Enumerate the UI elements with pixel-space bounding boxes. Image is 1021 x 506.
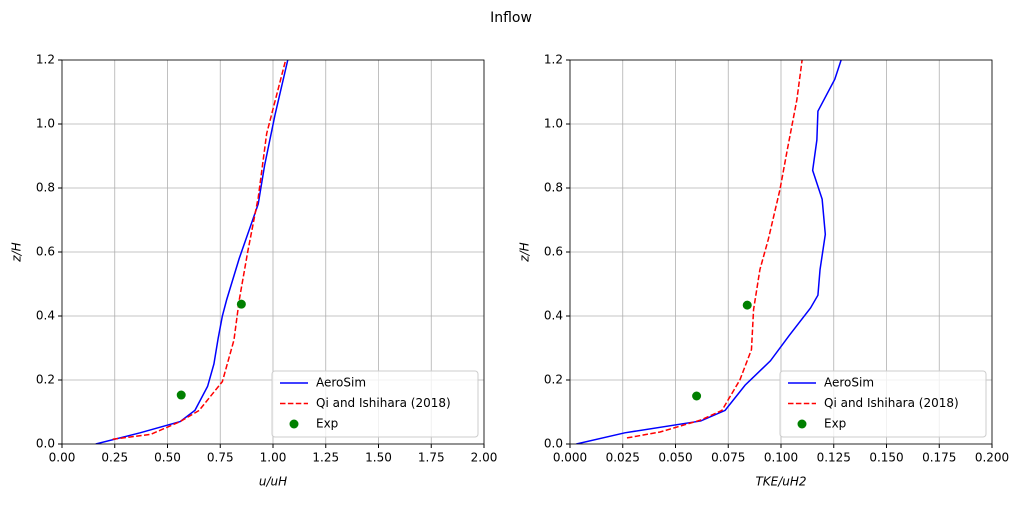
data-point [236, 299, 246, 309]
data-point [742, 300, 752, 310]
y-tick-label: 0.4 [36, 309, 55, 323]
y-tick-label: 0.0 [36, 437, 55, 451]
x-tick-label: 0.175 [922, 451, 956, 465]
y-tick-label: 0.8 [544, 181, 563, 195]
x-tick-label: 0.100 [764, 451, 798, 465]
y-tick-label: 0.4 [544, 309, 563, 323]
series-line [626, 60, 803, 439]
y-tick-label: 0.0 [544, 437, 563, 451]
y-tick-label: 0.6 [544, 245, 563, 259]
axes-frame [61, 59, 485, 445]
y-axis-label: z/H [518, 242, 532, 262]
x-tick-label: 0.075 [711, 451, 745, 465]
x-tick-label: 0.50 [154, 451, 181, 465]
y-tick-label: 0.2 [544, 373, 563, 387]
x-tick-label: 0.00 [49, 451, 76, 465]
legend-label: Qi and Ishihara (2018) [824, 396, 959, 410]
x-tick-label: 1.00 [260, 451, 287, 465]
legend: AeroSim Qi and Ishihara (2018) Exp [779, 370, 987, 438]
x-tick-label: 0.050 [658, 451, 692, 465]
y-tick-label: 1.0 [36, 117, 55, 131]
y-tick-label: 1.2 [36, 53, 55, 67]
figure-title: Inflow [490, 10, 532, 26]
axes: 0.00 0.25 0.50 0.75 1.00 1.25 1.50 1.75 2.00 0.0 0… [10, 53, 498, 489]
x-tick-label: 0.000 [553, 451, 587, 465]
plot-area [95, 60, 289, 444]
x-tick-label: 1.50 [365, 451, 392, 465]
x-axis-label: u/uH [259, 475, 287, 489]
legend-label: Qi and Ishihara (2018) [316, 396, 451, 410]
axes-frame [569, 59, 993, 445]
y-tick-label: 1.2 [544, 53, 563, 67]
x-tick-label: 0.25 [101, 451, 128, 465]
x-tick-label: 1.75 [418, 451, 445, 465]
x-tick-label: 1.25 [312, 451, 339, 465]
x-tick-label: 0.75 [207, 451, 234, 465]
x-tick-label: 0.150 [869, 451, 903, 465]
y-axis-label: z/H [10, 242, 24, 262]
legend-box [271, 370, 479, 438]
y-tick-label: 0.2 [36, 373, 55, 387]
series-line [112, 60, 287, 440]
y-tick-label: 0.6 [36, 245, 55, 259]
legend-label: AeroSim [316, 376, 366, 390]
y-tick-label: 0.8 [36, 181, 55, 195]
x-tick-label: 0.025 [606, 451, 640, 465]
x-tick-label: 0.200 [975, 451, 1009, 465]
legend: AeroSim Qi and Ishihara (2018) Exp [271, 370, 479, 438]
x-tick-label: 0.125 [817, 451, 851, 465]
data-point [692, 391, 702, 401]
legend-swatch [289, 419, 299, 429]
legend-label: Exp [316, 417, 338, 431]
series-line [576, 60, 842, 444]
data-point [176, 390, 186, 400]
y-tick-label: 1.0 [544, 117, 563, 131]
legend-label: AeroSim [824, 376, 874, 390]
legend-box [779, 370, 987, 438]
legend-swatch [797, 419, 807, 429]
legend-label: Exp [824, 417, 846, 431]
axes: 0.000 0.025 0.050 0.075 0.100 0.125 0.150 0.175… [518, 53, 1010, 489]
x-tick-label: 2.00 [471, 451, 498, 465]
plot-area [576, 60, 842, 444]
x-axis-label: TKE/uH2 [755, 475, 806, 489]
